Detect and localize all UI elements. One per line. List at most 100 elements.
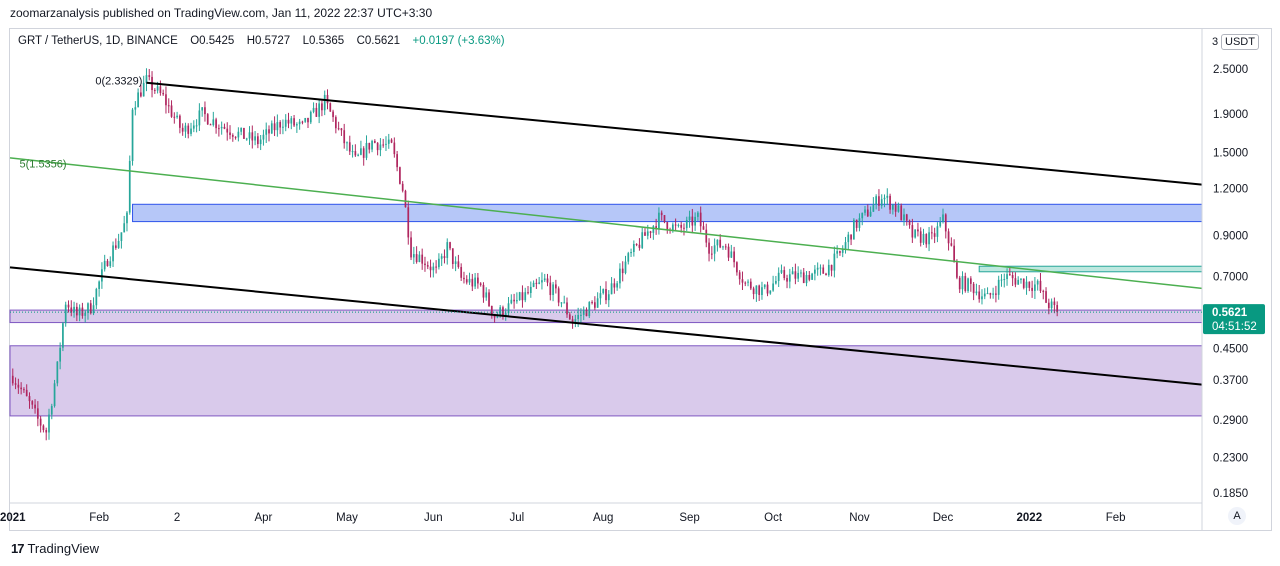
candle-body	[451, 248, 454, 265]
candle-body	[794, 271, 797, 279]
candle	[482, 282, 485, 303]
candle	[972, 281, 975, 301]
candle	[218, 124, 220, 137]
candle-body	[218, 128, 220, 130]
candle-body	[126, 212, 128, 224]
candle	[89, 299, 92, 315]
candle	[323, 90, 326, 116]
candle-body	[635, 244, 638, 246]
candle	[329, 102, 332, 112]
candle	[613, 278, 616, 294]
candle-body	[521, 292, 524, 301]
candle-body	[454, 261, 457, 265]
candle-body	[772, 283, 774, 291]
currency-button[interactable]: USDT	[1221, 34, 1259, 50]
candle-body	[989, 293, 992, 295]
candle-body	[1042, 290, 1045, 292]
candle	[50, 403, 53, 420]
auto-scale-button[interactable]: A	[1228, 507, 1246, 525]
candle	[454, 256, 457, 272]
candle-body	[788, 274, 791, 282]
symbol-legend[interactable]: GRT / TetherUS, 1D, BINANCE O0.5425 H0.5…	[18, 35, 505, 47]
candle	[106, 258, 109, 267]
candle-body	[309, 111, 312, 123]
candle-body	[800, 272, 802, 274]
candle	[875, 194, 878, 210]
candle-body	[978, 291, 981, 300]
candle	[791, 266, 794, 275]
candle	[387, 133, 390, 149]
candle	[802, 267, 805, 284]
candle-body	[783, 270, 786, 279]
candle	[31, 400, 34, 409]
candle	[541, 272, 543, 290]
candle	[535, 278, 538, 289]
candle-body	[719, 239, 722, 248]
candle-body	[262, 134, 265, 140]
candle	[204, 101, 206, 122]
candle-body	[474, 277, 476, 287]
candle-body	[950, 243, 953, 246]
candle	[1000, 274, 1003, 287]
candle-body	[485, 292, 488, 298]
candle-body	[298, 121, 301, 125]
candle-body	[911, 225, 914, 238]
candle-body	[92, 305, 95, 314]
candle	[190, 122, 192, 137]
candle-body	[574, 319, 577, 324]
candle	[290, 116, 293, 130]
candle	[298, 118, 301, 130]
candle	[616, 280, 619, 291]
candle-body	[513, 299, 515, 302]
candle	[477, 272, 479, 289]
candle-body	[357, 154, 359, 156]
candle	[914, 229, 917, 239]
candle	[566, 297, 568, 318]
candle	[206, 113, 209, 125]
candle	[396, 150, 398, 172]
candle-body	[507, 303, 510, 314]
candle-body	[179, 115, 181, 128]
footer-brand[interactable]: 17 TradingView	[11, 541, 99, 556]
candle-body	[599, 293, 602, 299]
candle	[861, 212, 864, 226]
candle	[360, 140, 362, 156]
time-tick-label: Apr	[254, 512, 272, 524]
candle	[404, 189, 407, 208]
candle-body	[683, 227, 685, 229]
candle	[362, 146, 365, 166]
candle	[942, 208, 944, 224]
candle	[853, 218, 855, 240]
candle	[950, 237, 953, 247]
candle	[446, 238, 449, 265]
candle	[307, 117, 309, 129]
candle	[697, 211, 699, 221]
candle	[92, 297, 95, 316]
candle	[989, 292, 992, 299]
candle	[162, 89, 165, 96]
tradingview-logo-icon: 17	[11, 541, 25, 556]
candle	[440, 253, 443, 266]
candle	[131, 107, 134, 166]
candle	[176, 111, 178, 119]
candle-body	[273, 123, 276, 131]
candle-body	[627, 253, 630, 262]
candle-body	[646, 231, 649, 236]
candle-body	[855, 219, 858, 228]
candle-body	[752, 288, 755, 295]
candle	[248, 126, 251, 145]
candle-body	[518, 292, 521, 301]
candle-body	[463, 277, 465, 280]
candle	[424, 256, 426, 272]
price-tick-label: 0.2900	[1213, 415, 1248, 427]
candle	[390, 138, 393, 144]
candle	[243, 127, 245, 139]
time-tick-label: Jul	[510, 512, 525, 524]
candle	[1017, 276, 1020, 285]
candle-body	[337, 128, 340, 130]
candle-body	[251, 132, 254, 141]
candle-body	[655, 226, 657, 229]
candle	[1050, 298, 1053, 313]
candle-body	[535, 282, 538, 284]
